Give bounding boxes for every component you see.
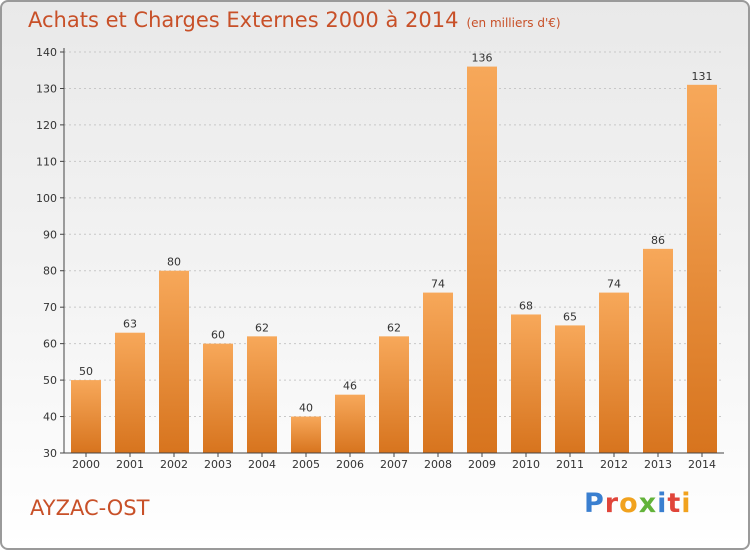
x-tick-label: 2008 bbox=[424, 458, 452, 471]
x-tick-label: 2010 bbox=[512, 458, 540, 471]
data-label: 65 bbox=[563, 310, 577, 323]
data-label: 86 bbox=[651, 234, 665, 247]
y-tick-label: 140 bbox=[36, 46, 57, 59]
bar bbox=[115, 332, 145, 453]
chart-subtitle: (en milliers d'€) bbox=[466, 16, 561, 30]
y-tick-label: 110 bbox=[36, 155, 57, 168]
bar bbox=[643, 248, 673, 453]
x-tick-label: 2002 bbox=[160, 458, 188, 471]
x-tick-label: 2005 bbox=[292, 458, 320, 471]
data-label: 62 bbox=[255, 321, 269, 334]
chart-title: Achats et Charges Externes 2000 à 2014 bbox=[28, 8, 459, 32]
bar bbox=[247, 336, 277, 453]
data-label: 131 bbox=[692, 70, 713, 83]
x-tick-label: 2006 bbox=[336, 458, 364, 471]
data-label: 74 bbox=[607, 278, 621, 291]
bar bbox=[159, 270, 189, 453]
y-tick-label: 60 bbox=[43, 338, 57, 351]
data-label: 40 bbox=[299, 402, 313, 415]
y-tick-label: 50 bbox=[43, 374, 57, 387]
data-label: 68 bbox=[519, 299, 533, 312]
data-label: 62 bbox=[387, 321, 401, 334]
x-tick-label: 2011 bbox=[556, 458, 584, 471]
y-tick-label: 120 bbox=[36, 119, 57, 132]
y-tick-label: 80 bbox=[43, 265, 57, 278]
bar bbox=[291, 416, 321, 453]
bar bbox=[71, 380, 101, 453]
data-label: 136 bbox=[472, 52, 493, 65]
data-label: 60 bbox=[211, 329, 225, 342]
x-tick-label: 2009 bbox=[468, 458, 496, 471]
bar bbox=[687, 84, 717, 454]
bar bbox=[555, 325, 585, 453]
y-tick-label: 100 bbox=[36, 192, 57, 205]
y-tick-label: 70 bbox=[43, 301, 57, 314]
bar bbox=[423, 292, 453, 453]
data-label: 50 bbox=[79, 365, 93, 378]
bar bbox=[467, 66, 497, 453]
data-label: 63 bbox=[123, 318, 137, 331]
proxiti-logo: Proxiti bbox=[584, 488, 692, 519]
x-tick-label: 2001 bbox=[116, 458, 144, 471]
chart-title-block: Achats et Charges Externes 2000 à 2014 (e… bbox=[28, 8, 561, 32]
data-label: 46 bbox=[343, 380, 357, 393]
data-label: 80 bbox=[167, 256, 181, 269]
x-tick-label: 2000 bbox=[72, 458, 100, 471]
x-tick-label: 2003 bbox=[204, 458, 232, 471]
x-tick-label: 2007 bbox=[380, 458, 408, 471]
x-tick-label: 2004 bbox=[248, 458, 276, 471]
data-label: 74 bbox=[431, 278, 445, 291]
bar bbox=[379, 336, 409, 453]
bar bbox=[335, 394, 365, 453]
y-tick-label: 40 bbox=[43, 411, 57, 424]
y-tick-label: 30 bbox=[43, 447, 57, 460]
bar bbox=[203, 343, 233, 453]
commune-name: AYZAC-OST bbox=[30, 496, 150, 520]
bar bbox=[599, 292, 629, 453]
y-tick-label: 130 bbox=[36, 82, 57, 95]
x-tick-label: 2013 bbox=[644, 458, 672, 471]
x-tick-label: 2014 bbox=[688, 458, 716, 471]
bar bbox=[511, 314, 541, 453]
y-tick-label: 90 bbox=[43, 228, 57, 241]
x-tick-label: 2012 bbox=[600, 458, 628, 471]
